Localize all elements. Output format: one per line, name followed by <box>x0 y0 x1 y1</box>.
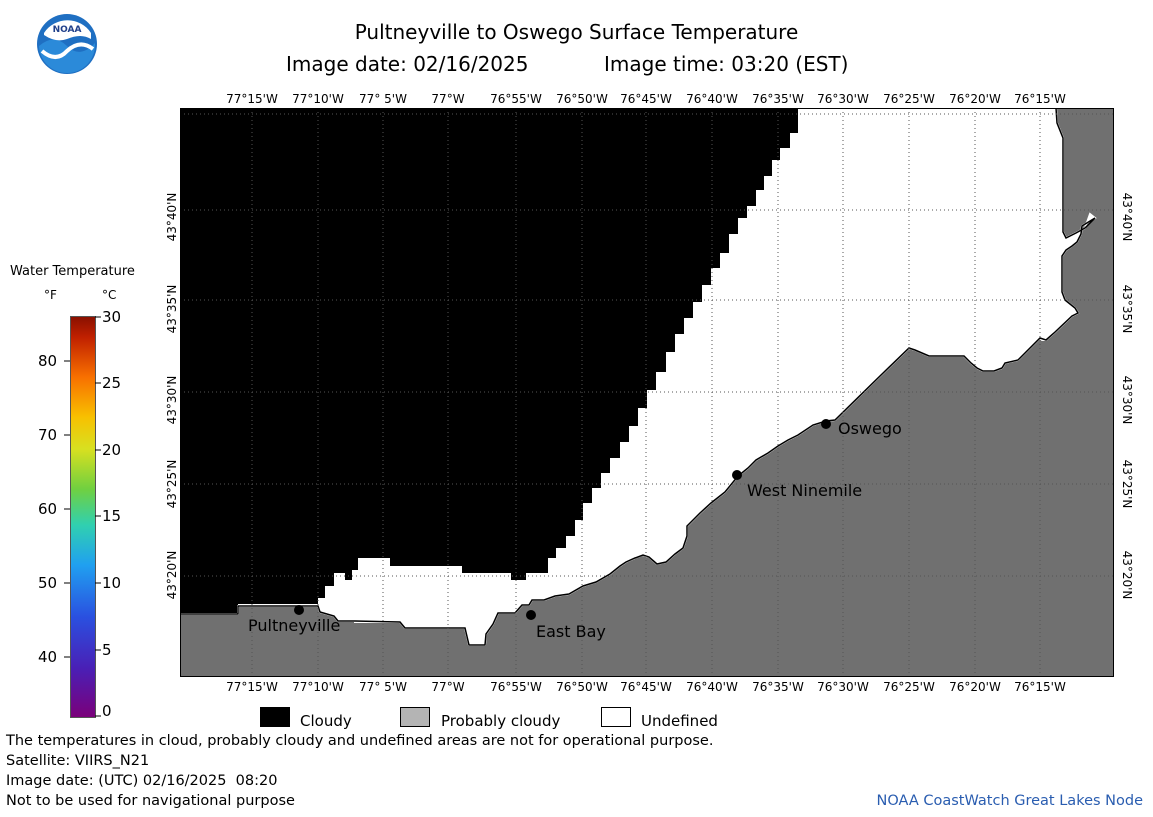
legend-swatch-undefined <box>601 707 631 727</box>
east-bay-marker <box>526 610 536 620</box>
longitude-label: 77°W <box>431 680 465 694</box>
legend-swatch-probably-cloudy <box>400 707 430 727</box>
oswego-marker <box>821 419 831 429</box>
legend-label-cloudy: Cloudy <box>300 712 352 730</box>
longitude-label: 77°10'W <box>292 680 344 694</box>
image-time: Image time: 03:20 (EST) <box>604 52 849 76</box>
colorbar-ticks <box>64 316 101 717</box>
colorbar-c-tick: 25 <box>102 374 122 392</box>
colorbar-f-tick: 60 <box>38 500 58 518</box>
latitude-label: 43°40'N <box>1120 192 1134 242</box>
place-label-west-ninemile: West Ninemile <box>747 481 863 500</box>
colorbar-c-tick: 0 <box>102 702 112 720</box>
latitude-label: 43°25'N <box>165 459 179 509</box>
cloudy-area <box>180 108 798 614</box>
latitude-label: 43°35'N <box>1120 284 1134 334</box>
noaa-logo: NOAA <box>36 13 98 75</box>
latitude-label: 43°20'N <box>165 550 179 600</box>
footer-note: The temperatures in cloud, probably clou… <box>6 733 714 749</box>
longitude-label: 76°40'W <box>686 92 738 106</box>
longitude-label: 76°15'W <box>1014 92 1066 106</box>
longitude-label: 76°20'W <box>949 680 1001 694</box>
colorbar-unit-f: °F <box>44 288 57 302</box>
longitude-label: 76°45'W <box>620 92 672 106</box>
colorbar <box>70 316 96 718</box>
map-title: Pultneyville to Oswego Surface Temperatu… <box>354 20 799 44</box>
colorbar-f-tick: 70 <box>38 426 58 444</box>
pultneyville-marker <box>294 605 304 615</box>
longitude-label: 76°40'W <box>686 680 738 694</box>
longitude-label: 77° 5'W <box>359 92 407 106</box>
colorbar-f-tick: 40 <box>38 648 58 666</box>
longitude-label: 77°15'W <box>226 92 278 106</box>
latitude-label: 43°20'N <box>1120 550 1134 600</box>
colorbar-c-tick: 30 <box>102 308 122 326</box>
latitude-label: 43°30'N <box>165 375 179 425</box>
longitude-label: 76°50'W <box>556 680 608 694</box>
longitude-label: 76°25'W <box>883 92 935 106</box>
latitude-label: 43°40'N <box>165 192 179 242</box>
noaa-logo-text: NOAA <box>52 25 82 35</box>
longitude-label: 76°55'W <box>490 92 542 106</box>
longitude-label: 76°50'W <box>556 92 608 106</box>
colorbar-c-tick: 10 <box>102 574 122 592</box>
latitude-label: 43°35'N <box>165 284 179 334</box>
latitude-label: 43°30'N <box>1120 375 1134 425</box>
longitude-label: 76°25'W <box>883 680 935 694</box>
colorbar-f-tick: 50 <box>38 574 58 592</box>
colorbar-f-tick: 80 <box>38 352 58 370</box>
legend-label-undefined: Undefined <box>641 712 718 730</box>
colorbar-c-tick: 15 <box>102 507 122 525</box>
footer-satellite: Satellite: VIIRS_N21 <box>6 753 150 769</box>
colorbar-c-tick: 20 <box>102 441 122 459</box>
longitude-label: 77°15'W <box>226 680 278 694</box>
legend-swatch-cloudy <box>260 707 290 727</box>
place-label-pultneyville: Pultneyville <box>248 616 341 635</box>
footer-utc-date: Image date: (UTC) 02/16/2025 08:20 <box>6 773 278 789</box>
colorbar-c-tick: 5 <box>102 641 112 659</box>
image-date: Image date: 02/16/2025 <box>286 52 529 76</box>
longitude-label: 76°35'W <box>752 680 804 694</box>
longitude-label: 76°20'W <box>949 92 1001 106</box>
footer-nav-warning: Not to be used for navigational purpose <box>6 793 295 809</box>
place-label-east-bay: East Bay <box>536 622 606 641</box>
longitude-label: 76°35'W <box>752 92 804 106</box>
longitude-label: 76°30'W <box>817 680 869 694</box>
longitude-label: 76°45'W <box>620 680 672 694</box>
map <box>180 108 1114 677</box>
longitude-label: 77° 5'W <box>359 680 407 694</box>
longitude-label: 77°10'W <box>292 92 344 106</box>
longitude-label: 76°30'W <box>817 92 869 106</box>
longitude-label: 77°W <box>431 92 465 106</box>
colorbar-title: Water Temperature <box>10 264 135 279</box>
latitude-label: 43°25'N <box>1120 459 1134 509</box>
footer-credit: NOAA CoastWatch Great Lakes Node <box>876 793 1143 809</box>
west-ninemile-marker <box>732 470 742 480</box>
place-label-oswego: Oswego <box>838 419 902 438</box>
legend-label-probably-cloudy: Probably cloudy <box>441 712 561 730</box>
colorbar-unit-c: °C <box>102 288 117 302</box>
longitude-label: 76°15'W <box>1014 680 1066 694</box>
longitude-label: 76°55'W <box>490 680 542 694</box>
